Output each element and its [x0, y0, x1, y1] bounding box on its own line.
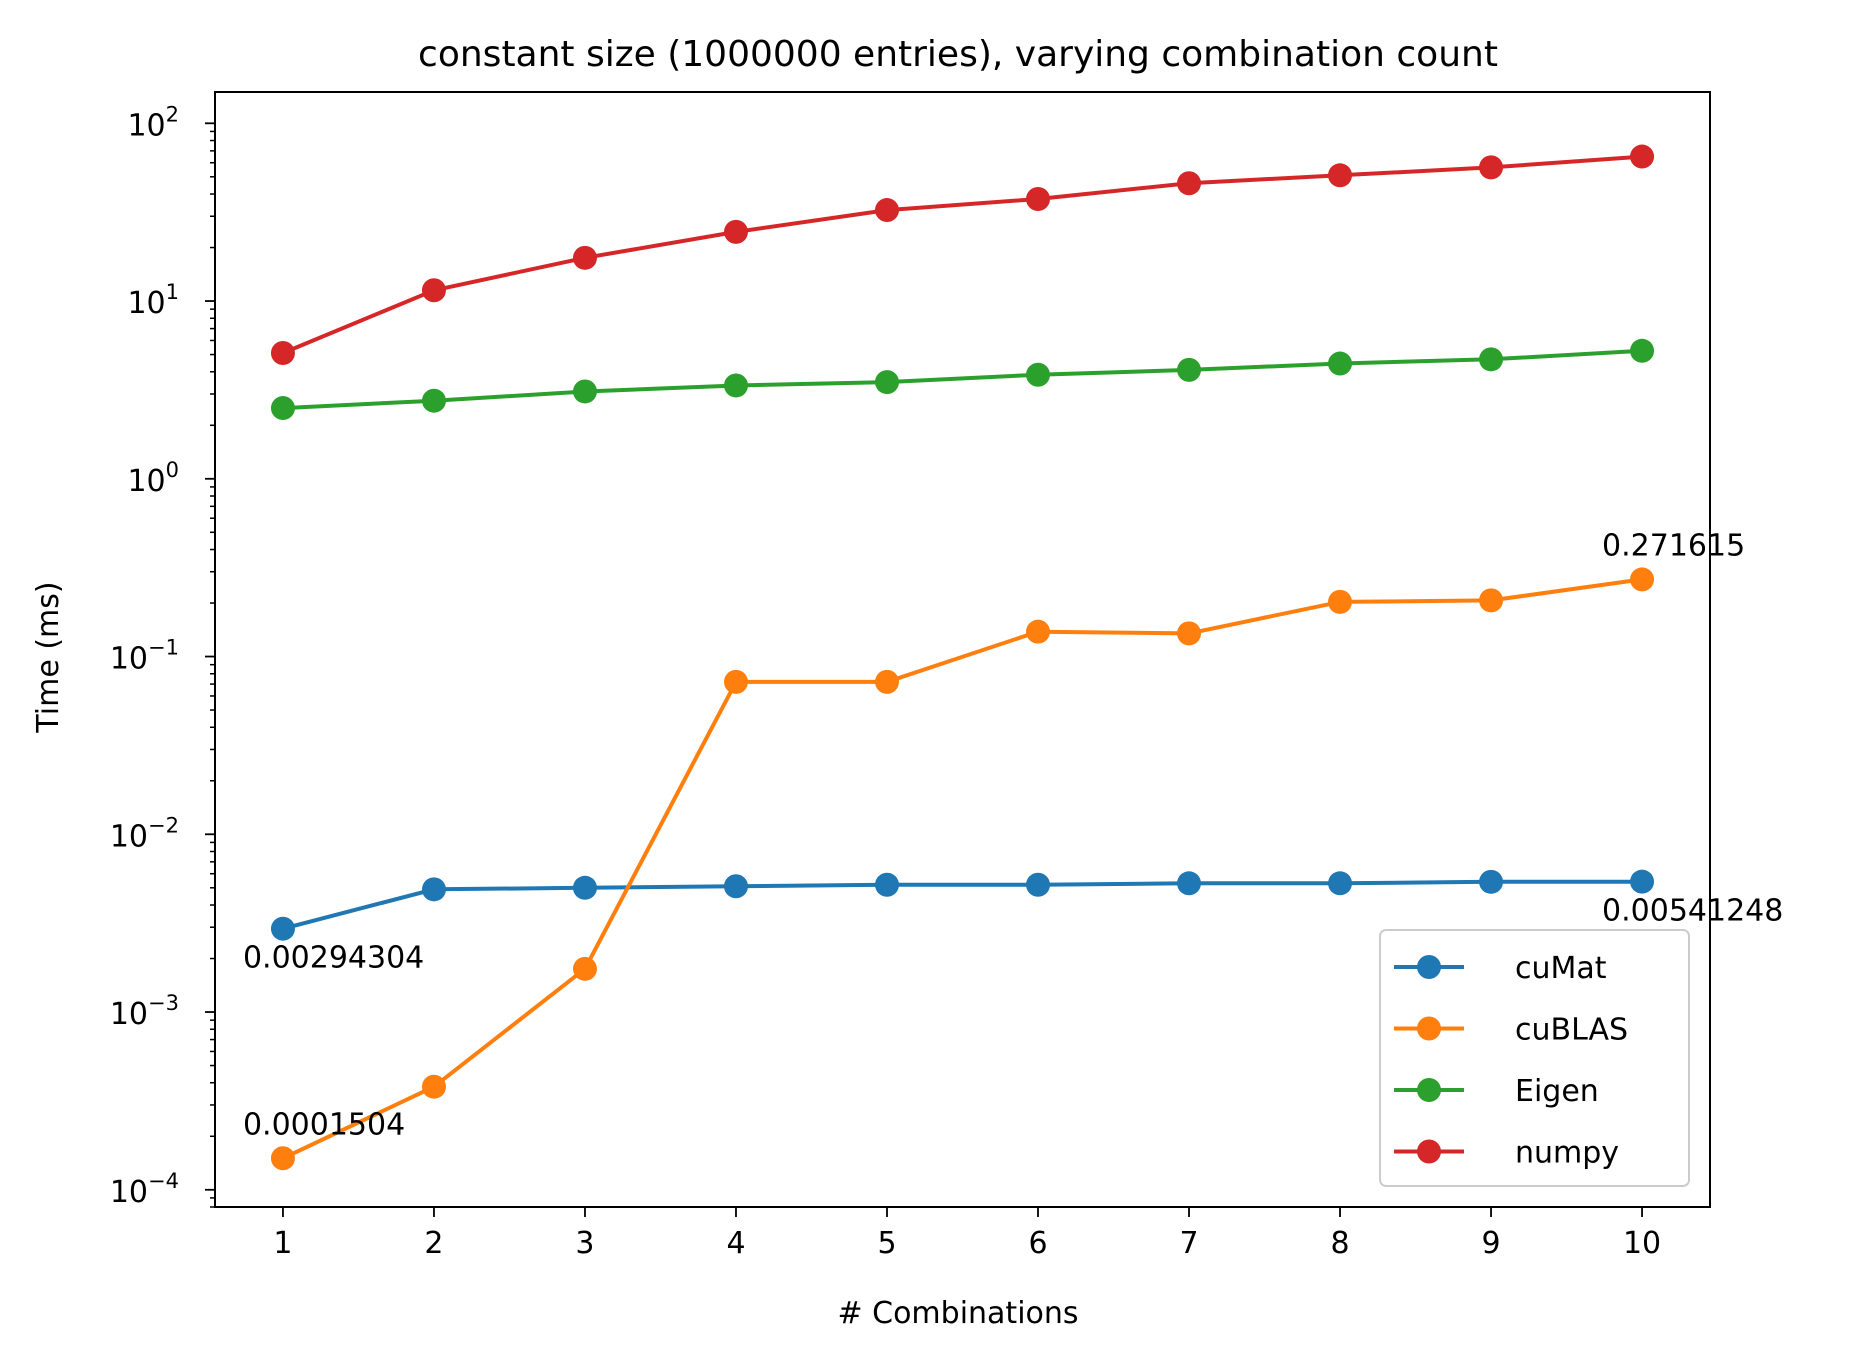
data-point-cumat	[1328, 871, 1353, 896]
data-point-numpy	[270, 341, 295, 366]
data-point-numpy	[1479, 155, 1504, 180]
data-point-eigen	[874, 370, 899, 395]
data-annotation: 0.0001504	[243, 1107, 405, 1142]
y-tick-label: 10−4	[110, 1169, 179, 1210]
y-tick-label: 100	[127, 458, 179, 499]
data-point-cumat	[1177, 871, 1202, 896]
data-point-cumat	[1479, 869, 1504, 894]
y-tick-label: 10−3	[110, 991, 179, 1032]
x-tick-label: 1	[273, 1226, 292, 1261]
data-point-eigen	[421, 388, 446, 413]
data-point-numpy	[1177, 171, 1202, 196]
data-point-cublas	[1630, 567, 1655, 592]
data-point-cublas	[1328, 589, 1353, 614]
data-point-numpy	[1026, 187, 1051, 212]
x-tick-label: 8	[1330, 1226, 1349, 1261]
y-tick-label: 10−2	[110, 813, 179, 854]
legend-label: numpy	[1515, 1136, 1619, 1171]
x-tick-label: 7	[1179, 1226, 1198, 1261]
chart-title: constant size (1000000 entries), varying…	[418, 34, 1498, 75]
data-point-numpy	[1328, 163, 1353, 188]
data-point-cublas	[572, 956, 597, 981]
y-tick-label: 101	[127, 280, 179, 321]
data-annotation: 0.00294304	[243, 941, 424, 976]
data-point-eigen	[270, 396, 295, 421]
legend-label: cuMat	[1515, 951, 1607, 986]
data-point-cumat	[1026, 872, 1051, 897]
series-line-cumat	[282, 879, 1643, 931]
legend-box	[1379, 929, 1690, 1187]
data-point-eigen	[1630, 338, 1655, 363]
data-point-numpy	[572, 245, 597, 270]
x-tick-label: 9	[1481, 1226, 1500, 1261]
x-tick-label: 6	[1028, 1226, 1047, 1261]
y-axis-label: Time (ms)	[31, 581, 66, 733]
x-tick-label: 2	[424, 1226, 443, 1261]
data-point-numpy	[1630, 144, 1655, 169]
legend-marker	[1417, 1139, 1441, 1164]
data-point-eigen	[572, 379, 597, 404]
data-point-eigen	[1177, 357, 1202, 382]
x-tick-label: 10	[1623, 1226, 1661, 1261]
data-point-eigen	[1026, 362, 1051, 387]
data-point-numpy	[874, 198, 899, 223]
data-point-cublas	[1479, 588, 1504, 613]
series-line-eigen	[282, 348, 1643, 411]
data-point-cumat	[723, 874, 748, 899]
data-point-cumat	[572, 875, 597, 900]
data-point-cublas	[1177, 621, 1202, 646]
data-point-cublas	[421, 1074, 446, 1099]
data-point-cublas	[874, 669, 899, 694]
data-annotation: 0.271615	[1602, 528, 1745, 563]
data-point-cublas	[270, 1146, 295, 1171]
series-line-cublas	[282, 577, 1643, 1161]
data-point-eigen	[1328, 351, 1353, 376]
axes-frame	[214, 91, 1711, 1208]
legend-label: Eigen	[1515, 1074, 1599, 1109]
data-annotation: 0.00541248	[1602, 894, 1783, 929]
legend-marker	[1417, 955, 1441, 979]
legend-marker	[1417, 1078, 1441, 1102]
data-point-numpy	[421, 278, 446, 303]
x-tick-label: 5	[877, 1226, 896, 1261]
legend-label: cuBLAS	[1515, 1013, 1628, 1048]
legend: cuMat cuBLAS Eigen numpy	[1379, 929, 1690, 1187]
data-point-cumat	[270, 916, 295, 941]
x-tick-label: 3	[575, 1226, 594, 1261]
series-line-numpy	[282, 154, 1643, 355]
data-point-eigen	[1479, 347, 1504, 372]
legend-marker	[1417, 1016, 1441, 1041]
data-point-cumat	[421, 877, 446, 902]
data-point-eigen	[723, 373, 748, 398]
data-point-cublas	[1026, 619, 1051, 644]
data-point-cublas	[723, 669, 748, 694]
x-axis-label: # Combinations	[837, 1296, 1078, 1331]
data-point-numpy	[723, 219, 748, 244]
data-point-cumat	[1630, 869, 1655, 894]
y-tick-label: 102	[127, 102, 179, 143]
y-tick-label: 10−1	[110, 636, 179, 677]
data-point-cumat	[874, 872, 899, 897]
x-tick-label: 4	[726, 1226, 745, 1261]
plot-area: 102 101 100 10−1 10−2 10−3 10−4 1 2 3 4 5 6 7 8 9 10 0.00…	[110, 91, 1783, 1261]
